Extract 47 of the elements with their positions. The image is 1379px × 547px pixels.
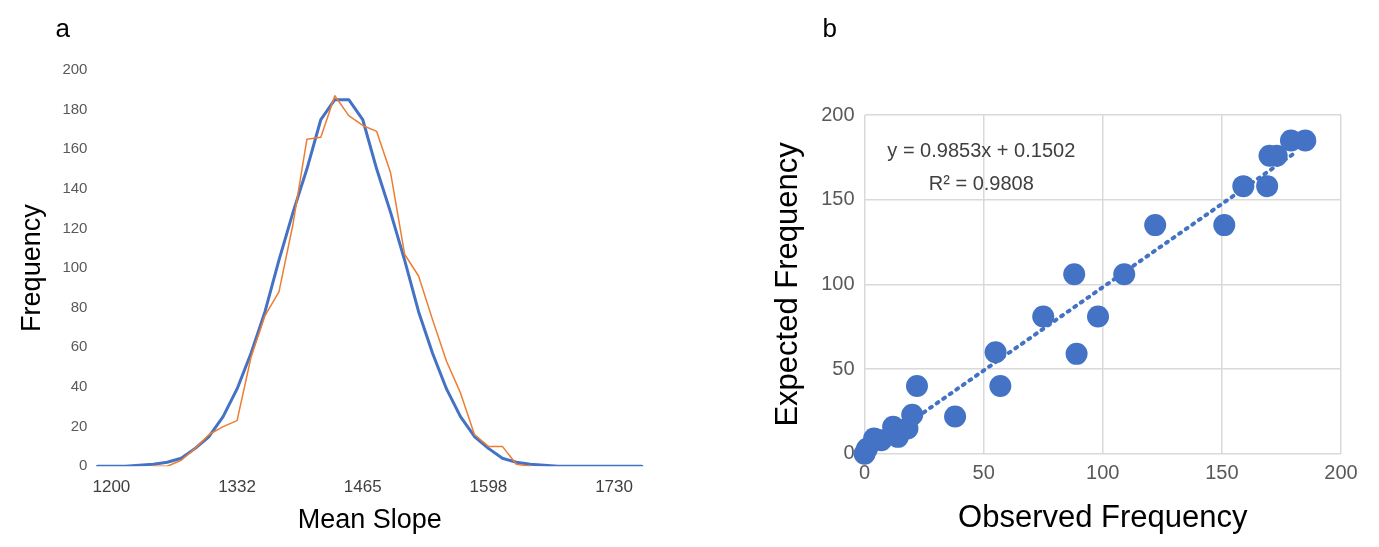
point: [984, 341, 1007, 364]
x-axis-title: Mean Slope: [297, 504, 442, 535]
point: [1087, 305, 1110, 328]
y-tick-label: 160: [62, 139, 88, 157]
y-tick-label: 0: [843, 441, 855, 464]
x-tick-label: 1465: [343, 477, 382, 497]
x-tick-label: 1332: [218, 477, 256, 497]
chart-title: b: [822, 13, 838, 44]
y-tick-label: 20: [70, 416, 88, 434]
y-tick-label: 200: [62, 60, 88, 78]
point: [905, 375, 928, 398]
point: [1256, 175, 1279, 198]
y-axis-title: Expected Frequency: [769, 141, 805, 427]
y-tick-label: 140: [62, 179, 88, 196]
y-tick-label: 150: [821, 187, 855, 210]
x-tick-label: 150: [1205, 461, 1239, 484]
y-tick-label: 40: [70, 377, 88, 395]
point: [1213, 214, 1236, 237]
y-tick-label: 80: [70, 297, 88, 315]
point: [1032, 305, 1055, 328]
point: [901, 403, 924, 426]
x-tick-label: 50: [972, 461, 995, 484]
chart-title: a: [55, 13, 71, 44]
point: [1065, 342, 1088, 365]
point: [1063, 263, 1086, 286]
y-tick-label: 100: [62, 258, 88, 276]
y-tick-label: 120: [62, 218, 88, 236]
point: [1113, 263, 1136, 286]
y-tick-label: 180: [62, 99, 88, 117]
point: [1232, 175, 1255, 198]
x-tick-label: 1598: [469, 477, 508, 497]
y-tick-label: 50: [832, 356, 855, 379]
y-tick-label: 100: [821, 271, 855, 294]
x-tick-label: 100: [1086, 461, 1120, 484]
point: [1144, 214, 1167, 237]
annotation: R² = 0.9808: [928, 171, 1034, 194]
x-axis-title: Observed Frequency: [958, 498, 1249, 534]
x-tick-label: 1730: [595, 477, 633, 497]
x-tick-label: 200: [1324, 461, 1358, 484]
x-tick-label: 0: [859, 461, 871, 484]
y-axis-title: Frequency: [15, 203, 46, 332]
point: [989, 375, 1012, 398]
point: [944, 405, 967, 428]
y-tick-label: 60: [70, 337, 88, 355]
y-tick-label: 200: [821, 102, 855, 125]
annotation: y = 0.9853x + 0.1502: [887, 138, 1076, 161]
x-tick-label: 1200: [92, 477, 131, 497]
